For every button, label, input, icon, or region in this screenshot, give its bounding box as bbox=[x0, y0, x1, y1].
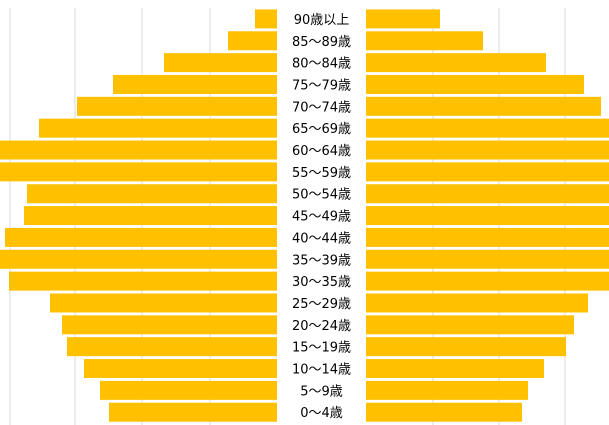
bar-left-15 bbox=[67, 337, 277, 357]
category-label: 65～69歳 bbox=[292, 122, 351, 137]
category-label: 35～39歳 bbox=[292, 253, 351, 268]
bar-right-17 bbox=[366, 380, 528, 400]
bar-right-10 bbox=[366, 227, 609, 247]
bar-right-8 bbox=[366, 184, 609, 204]
category-label: 15～19歳 bbox=[292, 341, 351, 356]
bar-right-7 bbox=[366, 162, 609, 182]
category-label: 55～59歳 bbox=[292, 166, 351, 181]
bar-right-5 bbox=[366, 118, 609, 138]
bar-left-18 bbox=[109, 402, 277, 422]
category-label: 70～74歳 bbox=[292, 100, 351, 115]
bar-right-13 bbox=[366, 293, 588, 313]
bar-left-7 bbox=[0, 162, 277, 182]
category-label: 80～84歳 bbox=[292, 57, 351, 72]
bar-right-1 bbox=[366, 31, 483, 51]
bar-left-6 bbox=[0, 140, 277, 160]
bar-left-4 bbox=[77, 96, 277, 116]
category-label: 20～24歳 bbox=[292, 319, 351, 334]
bar-right-14 bbox=[366, 315, 574, 335]
bar-right-12 bbox=[366, 271, 609, 291]
bar-right-11 bbox=[366, 249, 609, 269]
bar-right-18 bbox=[366, 402, 522, 422]
category-label: 30～35歳 bbox=[292, 275, 351, 290]
bar-left-11 bbox=[0, 249, 277, 269]
bar-left-3 bbox=[113, 74, 277, 94]
bar-left-8 bbox=[27, 184, 277, 204]
bar-left-1 bbox=[228, 31, 277, 51]
bar-left-0 bbox=[255, 9, 277, 29]
bar-right-6 bbox=[366, 140, 609, 160]
bar-left-5 bbox=[39, 118, 277, 138]
category-label: 90歳以上 bbox=[294, 13, 350, 28]
category-label: 0～4歳 bbox=[300, 406, 343, 421]
category-label: 25～29歳 bbox=[292, 297, 351, 312]
bar-left-14 bbox=[62, 315, 277, 335]
category-label: 85～89歳 bbox=[292, 35, 351, 50]
category-label: 5～9歳 bbox=[300, 384, 343, 399]
bar-left-10 bbox=[5, 227, 277, 247]
bar-left-17 bbox=[100, 380, 277, 400]
category-label: 75～79歳 bbox=[292, 78, 351, 93]
bar-left-16 bbox=[84, 359, 277, 379]
bar-right-15 bbox=[366, 337, 566, 357]
bar-left-12 bbox=[9, 271, 277, 291]
bar-right-9 bbox=[366, 206, 609, 226]
bar-left-2 bbox=[164, 53, 277, 73]
bar-right-0 bbox=[366, 9, 440, 29]
category-label: 10～14歳 bbox=[292, 363, 351, 378]
bar-right-16 bbox=[366, 359, 544, 379]
category-label: 50～54歳 bbox=[292, 188, 351, 203]
category-label: 40～44歳 bbox=[292, 231, 351, 246]
bar-right-4 bbox=[366, 96, 601, 116]
category-label: 45～49歳 bbox=[292, 210, 351, 225]
bar-left-13 bbox=[50, 293, 277, 313]
bar-right-3 bbox=[366, 74, 584, 94]
category-label: 60～64歳 bbox=[292, 144, 351, 159]
bar-right-2 bbox=[366, 53, 546, 73]
bar-left-9 bbox=[24, 206, 277, 226]
